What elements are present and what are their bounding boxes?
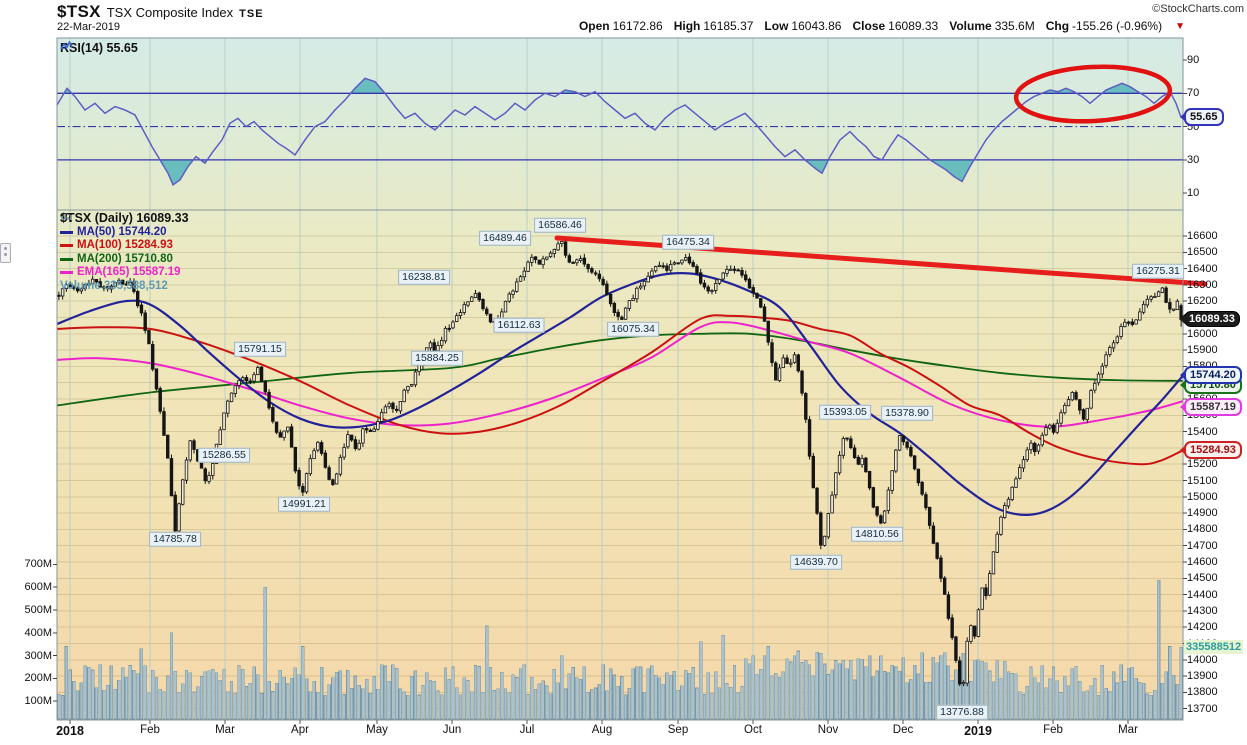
quote-close: Close 16089.33: [852, 19, 939, 33]
quote-volume: Volume 335.6M: [949, 19, 1035, 33]
ma-legend-row-3: EMA(165) 15587.19: [60, 266, 189, 280]
ma-legend-row-1: MA(100) 15284.93: [60, 239, 189, 253]
quote-open: Open 16172.86: [578, 19, 663, 33]
ma-line-chip: [60, 244, 73, 248]
main-legend: $TSX (Daily) 16089.33 MA(50) 15744.20 MA(…: [60, 211, 189, 294]
rsi-value-box: 55.65: [1184, 108, 1224, 127]
ma100-line: [56, 314, 1184, 466]
ma-line-chip: [60, 257, 73, 261]
rsi-legend: RSI(14) 55.65: [60, 41, 138, 55]
exchange: TSE: [239, 8, 264, 20]
ma-line-chip: [60, 230, 73, 234]
ema165-value-box: 15587.19: [1184, 398, 1242, 417]
volume-bars-icon: [61, 214, 72, 220]
copyright: ©StockCharts.com: [1152, 3, 1244, 15]
chart-header: $TSX TSX Composite Index TSE: [57, 2, 264, 22]
quote-low: Low 16043.86: [764, 19, 842, 33]
ma50-line: [56, 272, 1184, 516]
last-price-box: 16089.33: [1184, 311, 1240, 328]
volume-value-box: 335588512: [1184, 640, 1244, 655]
rsi-highlight-ellipse: [1013, 64, 1173, 124]
rsi-line: [56, 77, 1182, 186]
quote-bar: Open 16172.86 High 16185.37 Low 16043.86 Close…: [579, 19, 1185, 33]
ma50-value-box: 15744.20: [1184, 366, 1242, 385]
volume-legend-label: Volume 335,588,512: [60, 279, 168, 292]
plot-background: [57, 38, 1183, 720]
chart-date: 22-Mar-2019: [57, 21, 120, 33]
panel-collapse-handle[interactable]: [0, 243, 11, 263]
ma-legend-row-2: MA(200) 15710.80: [60, 253, 189, 267]
ma200-line: [56, 332, 1184, 407]
ma-legend-row-0: MA(50) 15744.20: [60, 226, 189, 240]
volume-legend-row: Volume 335,588,512: [60, 214, 189, 294]
quote-high: High 16185.37: [673, 19, 754, 33]
main-legend-title-row: $TSX (Daily) 16089.33: [60, 211, 189, 226]
symbol: $TSX: [57, 2, 101, 21]
rsi-legend-label: RSI(14) 55.65: [60, 41, 138, 55]
quote-chg: Chg -155.26 (-0.96%): [1045, 19, 1163, 33]
ma-line-chip: [60, 271, 73, 275]
ma100-value-box: 15284.93: [1184, 441, 1242, 460]
change-down-triangle: ▼: [1175, 20, 1185, 32]
main-legend-title: $TSX (Daily) 16089.33: [60, 211, 189, 225]
rsi-indicator-icon: [60, 41, 73, 50]
ema165-line: [56, 321, 1184, 428]
symbol-name: TSX Composite Index: [106, 5, 234, 20]
